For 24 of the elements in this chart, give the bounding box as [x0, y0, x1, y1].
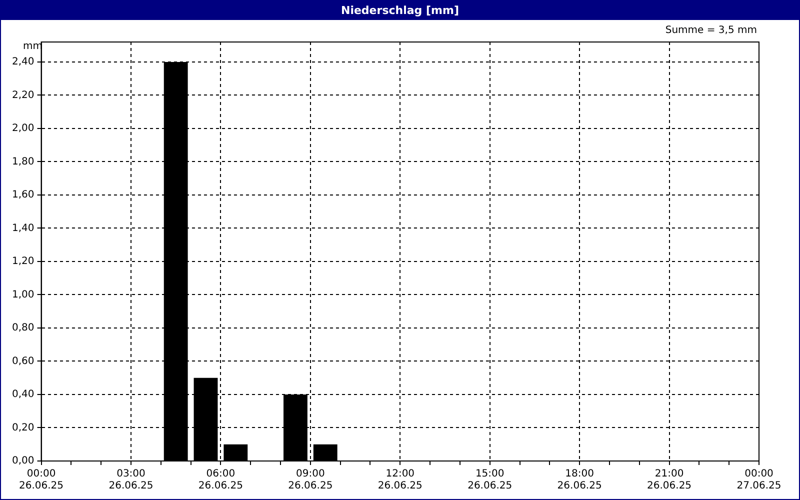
x-tick-label: 21:00 26.06.25: [647, 468, 692, 492]
x-tick-label: 09:00 26.06.25: [288, 468, 333, 492]
chart-title: Niederschlag [mm]: [1, 1, 799, 20]
x-tick-label: 15:00 26.06.25: [468, 468, 512, 492]
y-tick-label: 1,00: [12, 289, 34, 300]
y-tick-label: 2,20: [12, 90, 34, 101]
y-tick-label: 0,60: [12, 356, 34, 367]
x-tick-label: 00:00 27.06.25: [736, 468, 782, 492]
y-tick-label: 0,80: [12, 322, 34, 334]
y-tick-label: 1,20: [12, 256, 34, 268]
x-tick-label: 12:00 26.06.25: [378, 468, 422, 492]
x-tick-label: 00:00 26.06.25: [19, 468, 64, 492]
y-tick-label: 0,00: [12, 456, 34, 467]
y-tick-label: 1,60: [12, 190, 34, 201]
y-tick-label: 1,80: [12, 156, 34, 168]
x-tick-label: 18:00 26.06.25: [557, 468, 602, 492]
y-tick-label: 2,40: [12, 56, 34, 68]
y-tick-label: 1,40: [12, 222, 34, 234]
text: Summe = 3,5 mm: [665, 25, 757, 36]
x-tick-label: 03:00 26.06.25: [108, 468, 154, 492]
y-tick-label: 0,40: [12, 389, 34, 400]
y-tick-label: 2,00: [12, 123, 34, 134]
y-tick-label: 0,20: [12, 422, 34, 434]
x-tick-label: 06:00 26.06.25: [198, 468, 243, 492]
